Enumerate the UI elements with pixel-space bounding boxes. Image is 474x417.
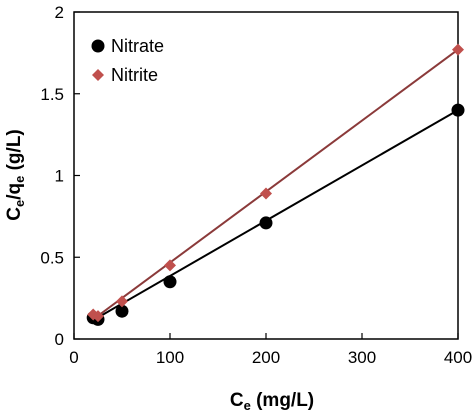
nitrate-fit-line: [92, 109, 459, 322]
legend: Nitrate Nitrite: [91, 36, 164, 85]
x-tick-label: 200: [252, 348, 280, 367]
nitrite-point: [452, 43, 464, 56]
legend-marker-nitrate: [91, 39, 105, 53]
legend-label-nitrate: Nitrate: [111, 36, 164, 56]
y-tick-label: 1.5: [40, 85, 64, 104]
nitrate-point: [115, 304, 129, 318]
nitrite-point: [164, 259, 176, 272]
y-tick-label: 0: [55, 330, 64, 349]
nitrite-point: [116, 295, 128, 308]
legend-marker-nitrite: [92, 69, 104, 81]
fit-lines: [92, 48, 459, 322]
x-tick-label: 0: [69, 348, 78, 367]
x-tick-label: 100: [156, 348, 184, 367]
nitrate-point: [259, 216, 273, 230]
x-tick-label: 400: [444, 348, 472, 367]
nitrate-point: [451, 103, 465, 117]
data-markers: [86, 43, 465, 326]
x-axis-title: Ce (mg/L): [230, 390, 314, 413]
nitrite-point: [92, 310, 104, 323]
nitrite-point: [260, 187, 272, 200]
y-axis-title: Ce/qe (g/L): [4, 129, 27, 221]
legend-label-nitrite: Nitrite: [111, 65, 158, 85]
nitrite-fit-line: [92, 48, 459, 321]
y-tick-label: 1: [55, 167, 64, 186]
x-axis: 0 100 200 300 400: [69, 333, 472, 367]
nitrate-point: [163, 275, 177, 289]
y-tick-label: 2: [55, 3, 64, 22]
x-tick-label: 300: [348, 348, 376, 367]
y-axis: 0 0.5 1 1.5 2: [40, 3, 80, 349]
y-tick-label: 0.5: [40, 248, 64, 267]
